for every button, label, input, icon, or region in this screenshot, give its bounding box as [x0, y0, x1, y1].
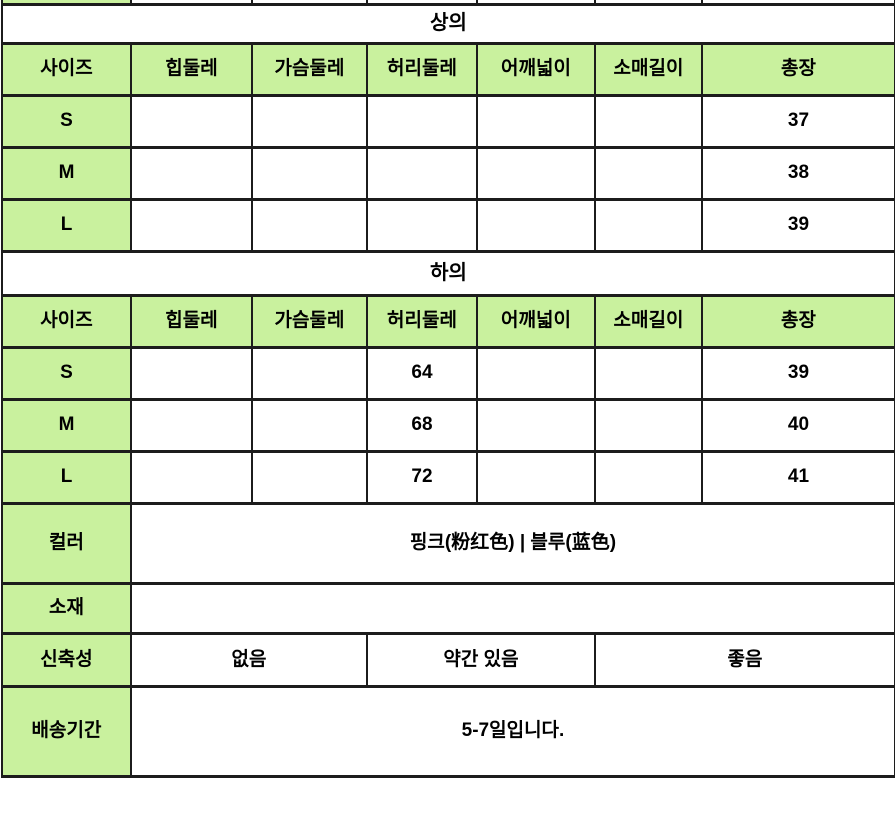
- length-cell: 38: [701, 145, 895, 201]
- measure-cell: [251, 397, 368, 453]
- measure-cell: [476, 145, 596, 201]
- cutoff-cell: [251, 0, 368, 6]
- measure-cell: [251, 345, 368, 401]
- cutoff-cell: [130, 0, 253, 6]
- size-cell: M: [1, 397, 132, 453]
- top-table-header-row: 사이즈 힙둘레 가슴둘레 허리둘레 어깨넓이 소매길이 총장: [1, 41, 895, 97]
- header-cell-chest: 가슴둘레: [251, 41, 368, 97]
- length-cell: 39: [701, 197, 895, 253]
- bottom-table-header-row: 사이즈 힙둘레 가슴둘레 허리둘레 어깨넓이 소매길이 총장: [1, 293, 895, 349]
- header-cell-waist: 허리둘레: [366, 41, 478, 97]
- measure-cell: [594, 345, 703, 401]
- measure-cell: [476, 197, 596, 253]
- length-cell: 39: [701, 345, 895, 401]
- measure-cell: [251, 93, 368, 149]
- bottom-row-l: L 72 41: [1, 449, 895, 505]
- size-spec-table: 상의 사이즈 힙둘레 가슴둘레 허리둘레 어깨넓이 소매길이 총장 S 37 M: [1, 0, 895, 778]
- measure-cell: [594, 397, 703, 453]
- measure-cell: [476, 397, 596, 453]
- cutoff-row-top: [1, 0, 895, 6]
- size-cell: L: [1, 449, 132, 505]
- top-table-title: 상의: [1, 2, 895, 45]
- size-cell: S: [1, 93, 132, 149]
- measure-cell: [130, 345, 253, 401]
- measure-cell: [594, 197, 703, 253]
- length-cell: 40: [701, 397, 895, 453]
- color-row: 컬러 핑크(粉红色) | 블루(蓝色): [1, 501, 895, 585]
- header-cell-size: 사이즈: [1, 41, 132, 97]
- header-cell-size: 사이즈: [1, 293, 132, 349]
- waist-cell: 64: [366, 345, 478, 401]
- measure-cell: [476, 345, 596, 401]
- stretch-option-none-cell: 없음: [130, 631, 368, 688]
- header-cell-hip: 힙둘레: [130, 293, 253, 349]
- header-cell-length: 총장: [701, 41, 895, 97]
- measure-cell: [251, 197, 368, 253]
- header-cell-sleeve: 소매길이: [594, 41, 703, 97]
- cutoff-cell: [476, 0, 596, 6]
- stretch-option-slight-cell: 약간 있음: [366, 631, 596, 688]
- material-value-cell: [130, 581, 895, 635]
- material-label-cell: 소재: [1, 581, 132, 635]
- measure-cell: [594, 145, 703, 201]
- bottom-table-title-row: 하의: [1, 249, 895, 297]
- color-value-cell: 핑크(粉红色) | 블루(蓝色): [130, 501, 895, 585]
- cutoff-cell: [594, 0, 703, 6]
- shipping-value-cell: 5-7일입니다.: [130, 684, 895, 778]
- size-cell: S: [1, 345, 132, 401]
- measure-cell: [251, 145, 368, 201]
- measure-cell: [130, 397, 253, 453]
- top-row-l: L 39: [1, 197, 895, 253]
- measure-cell: [366, 145, 478, 201]
- header-cell-shoulder: 어깨넓이: [476, 293, 596, 349]
- header-cell-sleeve: 소매길이: [594, 293, 703, 349]
- header-cell-length: 총장: [701, 293, 895, 349]
- shipping-row: 배송기간 5-7일입니다.: [1, 684, 895, 778]
- bottom-row-s: S 64 39: [1, 345, 895, 401]
- header-cell-shoulder: 어깨넓이: [476, 41, 596, 97]
- cutoff-cell: [701, 0, 895, 6]
- header-cell-hip: 힙둘레: [130, 41, 253, 97]
- size-cell: L: [1, 197, 132, 253]
- waist-cell: 68: [366, 397, 478, 453]
- measure-cell: [366, 197, 478, 253]
- length-cell: 37: [701, 93, 895, 149]
- stretch-label-cell: 신축성: [1, 631, 132, 688]
- measure-cell: [594, 449, 703, 505]
- measure-cell: [130, 145, 253, 201]
- measure-cell: [476, 93, 596, 149]
- length-cell: 41: [701, 449, 895, 505]
- bottom-table-title: 하의: [1, 249, 895, 297]
- measure-cell: [251, 449, 368, 505]
- top-table-title-row: 상의: [1, 2, 895, 45]
- measure-cell: [130, 93, 253, 149]
- waist-cell: 72: [366, 449, 478, 505]
- shipping-label-cell: 배송기간: [1, 684, 132, 778]
- measure-cell: [594, 93, 703, 149]
- measure-cell: [130, 449, 253, 505]
- size-cell: M: [1, 145, 132, 201]
- measure-cell: [366, 93, 478, 149]
- header-cell-waist: 허리둘레: [366, 293, 478, 349]
- cutoff-cell: [366, 0, 478, 6]
- bottom-row-m: M 68 40: [1, 397, 895, 453]
- measure-cell: [476, 449, 596, 505]
- header-cell-chest: 가슴둘레: [251, 293, 368, 349]
- color-label-cell: 컬러: [1, 501, 132, 585]
- top-row-m: M 38: [1, 145, 895, 201]
- stretch-option-good-cell: 좋음: [594, 631, 895, 688]
- measure-cell: [130, 197, 253, 253]
- material-row: 소재: [1, 581, 895, 635]
- stretch-row: 신축성 없음 약간 있음 좋음: [1, 631, 895, 688]
- cutoff-cell: [1, 0, 132, 6]
- top-row-s: S 37: [1, 93, 895, 149]
